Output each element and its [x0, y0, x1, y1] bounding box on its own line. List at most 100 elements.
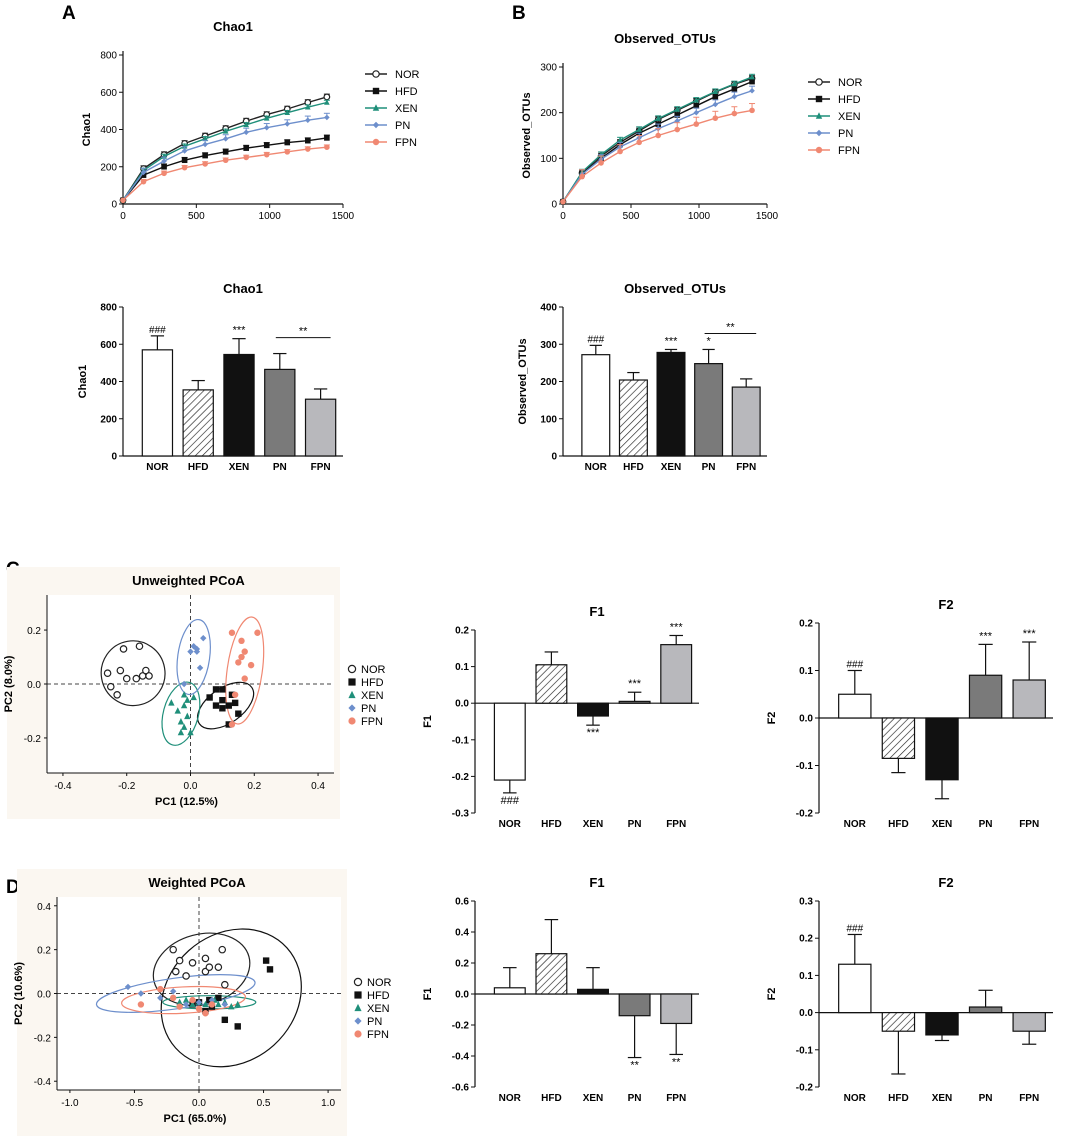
y-tick-label: 0.1	[455, 662, 469, 673]
x-tick-label: PN	[273, 462, 287, 473]
y-tick-label: 800	[100, 303, 117, 314]
bar-pn	[264, 368, 296, 457]
legend-marker-xen	[372, 104, 380, 111]
x-tick-label: NOR	[499, 819, 522, 830]
point-nor	[145, 672, 153, 680]
significance-label: ***	[670, 621, 684, 633]
point-xen	[263, 115, 270, 121]
x-tick-label: HFD	[188, 462, 209, 473]
x-tick-label: FPN	[311, 462, 331, 473]
legend-marker-xen	[815, 112, 823, 119]
point-nor	[188, 958, 197, 967]
point-fpn	[263, 151, 270, 158]
bar-nor	[838, 963, 872, 1014]
legend-label-pn: PN	[367, 1016, 382, 1028]
legend-label-hfd: HFD	[395, 86, 418, 98]
point-xen	[674, 106, 681, 112]
series-line-hfd	[562, 80, 753, 203]
chart-title: Chao1	[213, 19, 253, 34]
legend-label-hfd: HFD	[367, 990, 390, 1002]
point-hfd	[266, 966, 274, 973]
point-fpn	[238, 637, 245, 645]
y-tick-label: 200	[100, 414, 117, 425]
point-xen	[712, 88, 719, 94]
point-fpn	[231, 691, 239, 698]
y-axis-label: F1	[422, 988, 434, 1001]
y-tick-label: 100	[540, 154, 557, 165]
point-pn	[193, 648, 201, 655]
point-xen	[168, 699, 175, 706]
chart-b-bar-observed-otus: Observed_OTUs 0 100 200 300 400 Observed_OTUs N…	[517, 281, 767, 473]
point-pn	[140, 169, 147, 176]
x-tick-label: -0.5	[126, 1098, 144, 1109]
y-tick-label: 400	[540, 303, 557, 314]
point-nor	[182, 972, 190, 980]
point-nor	[119, 645, 128, 653]
chart-c-f1-bar: F1 -0.3 -0.2 -0.1 0.0 0.1 0.2 F1 NOR ### HFD XEN ***…	[422, 604, 699, 830]
point-xen	[180, 723, 188, 730]
y-tick-label: -0.4	[34, 1077, 52, 1088]
point-fpn	[674, 126, 681, 133]
bar-nor	[838, 693, 872, 719]
x-tick-label: FPN	[1019, 819, 1039, 830]
ellipse-nor	[100, 640, 166, 707]
x-tick-label: 0	[560, 211, 566, 222]
point-xen	[228, 1002, 235, 1010]
point-pn	[157, 994, 164, 1002]
point-xen	[189, 1000, 196, 1008]
point-xen	[190, 693, 197, 701]
legend-marker-fpn	[372, 138, 380, 146]
bar-hfd	[618, 379, 648, 457]
x-axis-label: PC1 (65.0%)	[164, 1113, 227, 1125]
series-line-nor	[562, 77, 753, 203]
series-line-pn	[562, 90, 753, 203]
bar-xen	[656, 351, 686, 457]
y-tick-label: 0	[551, 200, 557, 211]
legend-label-xen: XEN	[367, 1003, 390, 1015]
point-pn	[137, 990, 145, 997]
point-fpn	[202, 161, 208, 167]
point-hfd	[235, 710, 242, 717]
bar-pn	[694, 363, 724, 457]
chart-a-rarefaction-chao1: Chao1 0 200 400 600 800 0 500 1000 1500 Chao1 NOR HF…	[81, 19, 420, 222]
point-hfd	[219, 696, 226, 704]
point-fpn	[189, 996, 196, 1004]
point-fpn	[161, 170, 167, 177]
point-fpn	[241, 648, 248, 655]
x-tick-label: 1.0	[321, 1098, 335, 1109]
chart-title: Weighted PCoA	[148, 875, 246, 890]
legend-marker-pn	[372, 121, 380, 129]
point-fpn	[140, 178, 147, 185]
point-pn	[195, 999, 203, 1006]
y-tick-label: 0.2	[799, 619, 813, 630]
point-xen	[176, 998, 183, 1005]
point-fpn	[228, 629, 236, 636]
y-axis-label: Chao1	[81, 113, 93, 147]
x-tick-label: NOR	[585, 462, 608, 473]
point-hfd	[231, 699, 239, 707]
x-tick-label: HFD	[888, 819, 909, 830]
point-xen	[180, 691, 188, 698]
point-pn	[749, 87, 755, 94]
chart-title: F1	[589, 604, 604, 619]
point-pn	[202, 141, 208, 148]
point-xen	[617, 136, 623, 143]
point-pn	[181, 148, 188, 154]
bar-pn	[968, 1006, 1003, 1014]
y-tick-label: 0.2	[27, 626, 41, 637]
bar-hfd	[535, 664, 568, 704]
chart-d-f2-bar: F2 -0.2 -0.1 0.0 0.1 0.2 0.3 F2 NOR ### HFD XEN PN FP…	[766, 875, 1053, 1104]
point-xen	[731, 80, 738, 87]
point-nor	[323, 93, 331, 101]
legend-label-fpn: FPN	[838, 145, 860, 157]
x-tick-label: XEN	[661, 462, 682, 473]
significance-label: **	[630, 1060, 639, 1072]
bar-fpn	[304, 398, 337, 457]
point-hfd	[749, 78, 755, 85]
bar-hfd	[535, 953, 568, 995]
y-tick-label: 0.2	[455, 959, 469, 970]
comparison-label: **	[299, 326, 308, 338]
y-tick-label: 0	[551, 452, 557, 463]
x-tick-label: -0.2	[118, 781, 136, 792]
x-tick-label: 0.0	[184, 781, 198, 792]
